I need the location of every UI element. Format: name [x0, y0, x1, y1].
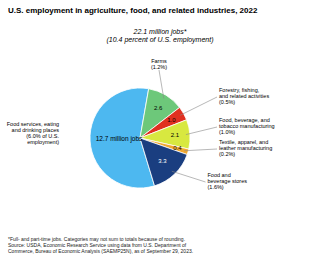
- footer-line: Commerce, Bureau of Economic Analysis (S…: [8, 248, 193, 254]
- category-label-line: tobacco manufacturing: [219, 123, 275, 129]
- footer-line: Source: USDA, Economic Research Service …: [8, 242, 187, 248]
- leader-line: [186, 127, 217, 135]
- category-label-line: Food and: [208, 172, 231, 178]
- category-label-line: and related activities: [219, 93, 269, 99]
- data-label: 2.6: [154, 105, 163, 111]
- category-label-line: beverage stores: [208, 178, 248, 184]
- data-label: 1.0: [167, 117, 176, 123]
- leader-line: [159, 70, 164, 99]
- category-label-line: Food, beverage, and: [219, 117, 270, 123]
- data-label: 12.7 million jobs: [96, 135, 143, 143]
- pie: [90, 88, 190, 188]
- category-label-line: (0.2%): [219, 152, 235, 158]
- category-label: Food andbeverage stores(1.6%): [208, 172, 248, 191]
- leader-line: [180, 97, 217, 115]
- category-label: Food, beverage, andtobacco manufacturing…: [219, 117, 275, 136]
- subtitle-line: (10.4 percent of U.S. employment): [107, 36, 214, 44]
- category-label: Farms(1.2%): [151, 58, 167, 70]
- footer-line: *Full- and part-time jobs. Categories ma…: [8, 236, 185, 242]
- title: U.S. employment in agriculture, food, an…: [8, 6, 258, 15]
- leader-line: [184, 149, 217, 151]
- subtitle-line: 22.1 million jobs*: [133, 28, 187, 36]
- category-label-line: Farms: [151, 58, 167, 64]
- subtitle: 22.1 million jobs*(10.4 percent of U.S. …: [107, 28, 214, 44]
- category-label-line: employment): [27, 140, 59, 146]
- category-label-line: Forestry, fishing,: [219, 87, 260, 93]
- slice: [140, 138, 187, 186]
- category-label-line: (1.6%): [208, 185, 224, 191]
- category-label-line: (0.5%): [219, 100, 235, 106]
- category-label-line: Textile, apparel, and: [219, 139, 268, 145]
- footer: *Full- and part-time jobs. Categories ma…: [8, 236, 193, 255]
- category-label: Forestry, fishing,and related activities…: [219, 87, 269, 106]
- category-label: Food services, eatingand drinking places…: [7, 121, 60, 146]
- data-label: 3.3: [158, 158, 167, 164]
- data-label: 2.1: [171, 132, 180, 138]
- category-label-line: leather manufacturing: [219, 145, 272, 151]
- data-label: 0.4: [173, 145, 182, 151]
- category-label-line: Food services, eating: [7, 121, 59, 127]
- leader-line: [172, 171, 206, 182]
- chart: U.S. employment in agriculture, food, an…: [0, 0, 320, 256]
- category-label-line: (6.0% of U.S.: [26, 134, 59, 140]
- category-label-line: (1.2%): [151, 64, 167, 70]
- category-label: Textile, apparel, andleather manufacturi…: [219, 139, 272, 158]
- category-label-line: (1.0%): [219, 130, 235, 136]
- category-label-line: and drinking places: [12, 127, 60, 133]
